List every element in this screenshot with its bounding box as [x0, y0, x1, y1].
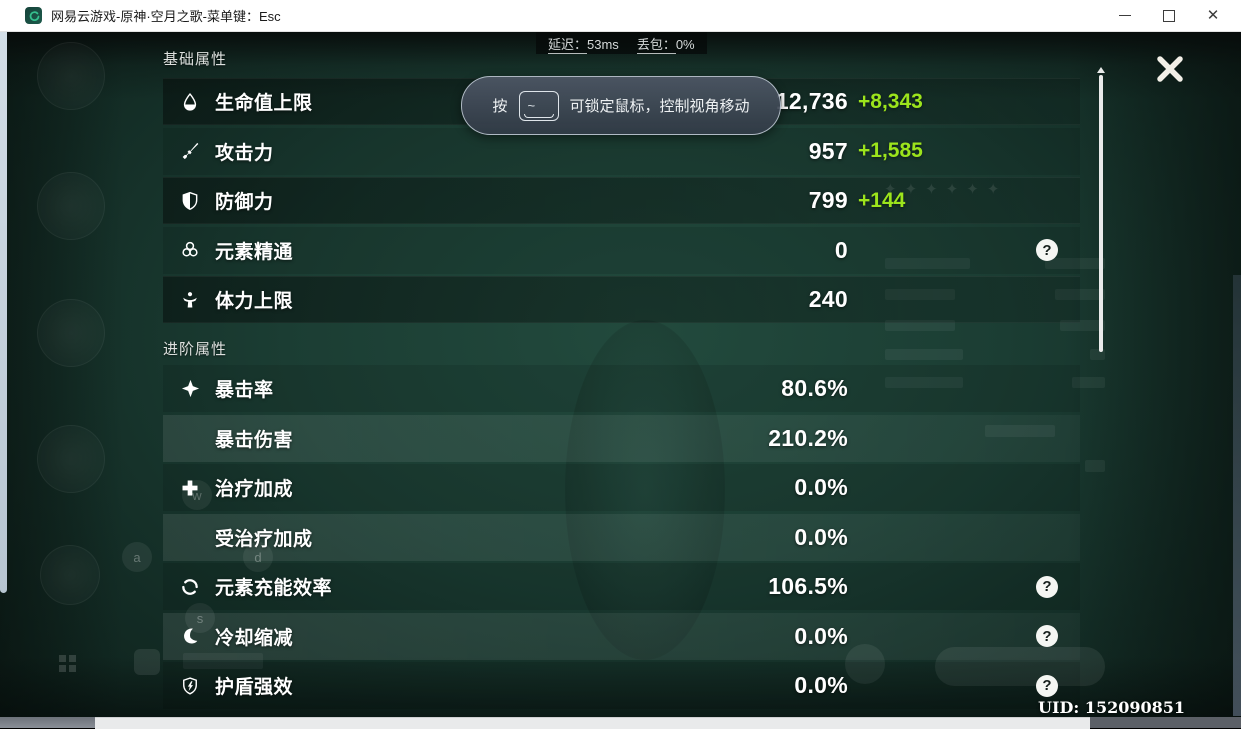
stat-label: 暴击率 — [215, 380, 274, 401]
stat-value: 799 — [808, 187, 848, 213]
tilde-key-icon: ~ — [518, 90, 559, 121]
stat-label: 冷却缩减 — [215, 627, 294, 649]
bottom-edge-left — [0, 717, 95, 728]
stat-value: 106.5% — [768, 573, 848, 599]
latency-status: 延迟：53ms — [548, 34, 619, 54]
minimize-icon — [1119, 15, 1131, 16]
close-icon — [1157, 56, 1183, 82]
section-header: 基础属性 — [163, 51, 228, 68]
em-icon — [177, 238, 203, 262]
packet-loss-value: 0% — [675, 36, 695, 52]
stat-row: 元素充能效率 106.5%? — [163, 563, 1080, 610]
crit-rate-icon — [177, 377, 203, 401]
packet-loss-status: 丢包：0% — [636, 34, 695, 54]
help-icon[interactable]: ? — [1036, 575, 1058, 598]
stat-label: 受治疗加成 — [215, 528, 313, 550]
right-window-edge — [1233, 275, 1241, 716]
cooldown-icon — [177, 624, 203, 648]
packet-loss-label: 丢包： — [636, 36, 676, 54]
window-controls: ✕ — [1103, 0, 1235, 31]
stat-row: 元素精通 0? — [163, 226, 1080, 274]
hp-icon — [177, 90, 203, 114]
stat-label: 防御力 — [215, 192, 274, 213]
stat-label: 体力上限 — [215, 291, 294, 312]
stat-value: 0.0% — [794, 474, 848, 500]
stat-label: 治疗加成 — [215, 479, 294, 500]
shield-strength-icon — [177, 674, 203, 698]
panel-scrollbar[interactable] — [1097, 67, 1105, 352]
bottom-edge-right — [1090, 717, 1241, 728]
latency-value: 53ms — [587, 36, 619, 52]
help-icon[interactable]: ? — [1036, 625, 1058, 647]
stat-label: 攻击力 — [215, 142, 274, 164]
stat-label: 元素充能效率 — [215, 578, 333, 599]
stats-panel: 基础属性生命值上限 12,736 +8,343 攻击力 957 +1,585 防御力 799 +… — [163, 50, 1080, 712]
stat-label: 暴击伤害 — [215, 429, 294, 451]
stat-value: 12,736 — [775, 88, 848, 114]
window-title: 网易云游戏-原神·空月之歌-菜单键：Esc — [51, 9, 281, 24]
mouse-lock-tooltip: 按 ~ 可锁定鼠标，控制视角移动 — [461, 76, 781, 135]
latency-label: 延迟： — [548, 36, 588, 54]
stat-row: 暴击率 80.6% — [163, 365, 1080, 412]
stat-bonus: +1,585 — [858, 139, 923, 162]
bottom-edge-middle — [95, 717, 1090, 729]
stat-row: 防御力 799 +144 — [163, 177, 1080, 224]
game-viewport — [0, 31, 1241, 718]
no-icon — [177, 426, 203, 450]
stat-value: 0 — [834, 236, 848, 263]
netease-cloud-gaming-logo-icon — [25, 7, 42, 24]
maximize-button[interactable] — [1147, 0, 1191, 31]
tooltip-prefix: 按 — [492, 98, 508, 115]
stat-value: 80.6% — [781, 375, 848, 401]
close-panel-button[interactable] — [1152, 51, 1188, 87]
stat-bonus: +144 — [858, 188, 906, 212]
window-titlebar: 网易云游戏-原神·空月之歌-菜单键：Esc ✕ — [0, 0, 1241, 32]
stat-value: 957 — [808, 137, 848, 164]
stat-label: 元素精通 — [215, 241, 294, 263]
stat-label: 生命值上限 — [215, 93, 313, 114]
network-status-bar: 延迟：53ms 丢包：0% — [536, 32, 707, 54]
stat-value: 240 — [808, 286, 848, 312]
maximize-icon — [1163, 9, 1175, 22]
stat-value: 0.0% — [794, 523, 848, 550]
stat-row: 治疗加成 0.0% — [163, 464, 1080, 511]
left-window-edge — [0, 31, 7, 593]
def-icon — [177, 189, 203, 213]
section-header: 进阶属性 — [163, 341, 228, 358]
healing-icon — [177, 476, 203, 500]
uid-text: UID: 152090851 — [1038, 698, 1185, 717]
close-window-button[interactable]: ✕ — [1191, 0, 1235, 31]
stat-row: 护盾强效 0.0%? — [163, 662, 1080, 709]
stat-label: 护盾强效 — [215, 677, 294, 698]
stat-row: 体力上限 240 — [163, 276, 1080, 323]
tooltip-text: 可锁定鼠标，控制视角移动 — [569, 98, 750, 115]
stamina-icon — [177, 288, 203, 312]
stat-row: 攻击力 957 +1,585 — [163, 127, 1080, 175]
minimize-button[interactable] — [1103, 0, 1147, 31]
stat-bonus: +8,343 — [858, 89, 923, 113]
stat-row: 冷却缩减 0.0%? — [163, 612, 1080, 660]
no-icon — [177, 525, 203, 549]
stat-row: 受治疗加成 0.0% — [163, 513, 1080, 561]
help-icon[interactable]: ? — [1036, 239, 1058, 261]
stat-row: 暴击伤害 210.2% — [163, 414, 1080, 462]
atk-icon — [177, 139, 203, 163]
stat-value: 210.2% — [768, 424, 848, 451]
stat-value: 0.0% — [794, 622, 848, 649]
help-icon[interactable]: ? — [1036, 674, 1058, 697]
close-window-icon: ✕ — [1206, 7, 1220, 24]
stat-value: 0.0% — [794, 672, 848, 698]
energy-icon — [177, 575, 203, 599]
